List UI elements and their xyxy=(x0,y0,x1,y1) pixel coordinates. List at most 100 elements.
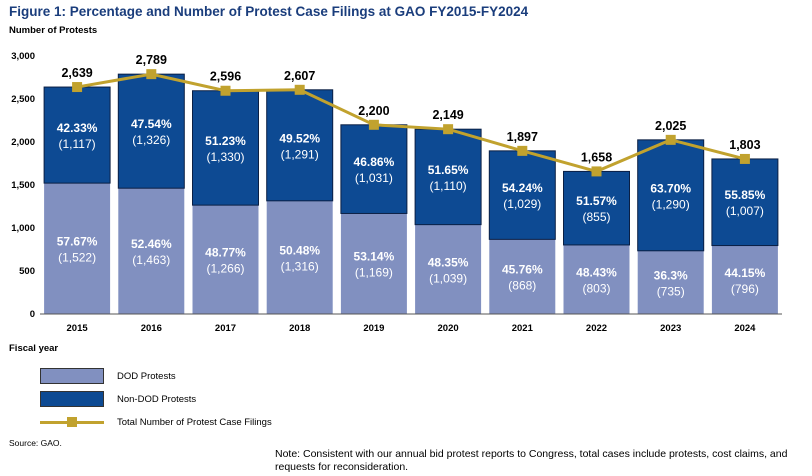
data-label-dod-count: (868) xyxy=(508,279,536,293)
total-label: 1,897 xyxy=(507,130,538,144)
total-label: 2,607 xyxy=(284,69,315,83)
total-marker xyxy=(591,166,602,177)
y-tick-label: 0 xyxy=(30,309,35,320)
bar-dod xyxy=(266,200,333,314)
total-label: 2,639 xyxy=(61,66,92,80)
legend-label-non-dod: Non-DOD Protests xyxy=(117,393,197,405)
chart: 0 500 1,000 1,500 2,000 2,500 3,000 42.33% (1,11… xyxy=(11,51,782,334)
bar-dod xyxy=(44,183,111,314)
bar-dod xyxy=(340,213,407,314)
data-label-dod-count: (1,463) xyxy=(132,253,170,267)
total-label: 2,789 xyxy=(136,53,167,67)
total-line xyxy=(76,72,746,173)
data-label-non-dod-count: (1,330) xyxy=(206,150,244,164)
data-label-dod-count: (735) xyxy=(657,284,685,298)
total-marker xyxy=(294,84,305,95)
y-tick-label: 1,000 xyxy=(11,223,35,234)
total-label: 1,658 xyxy=(581,150,612,164)
data-label-dod-pct: 48.35% xyxy=(428,255,469,269)
bar-non-dod xyxy=(117,73,185,189)
data-label-non-dod-count: (855) xyxy=(582,210,610,224)
bar-dod xyxy=(415,224,482,314)
bar-dod xyxy=(637,250,704,314)
total-marker xyxy=(72,82,83,93)
data-label-dod-pct: 50.48% xyxy=(279,243,320,257)
data-label-dod-count: (1,169) xyxy=(355,266,393,280)
bar-dod xyxy=(118,188,185,314)
data-label-non-dod-pct: 51.65% xyxy=(428,163,469,177)
data-label-non-dod-count: (1,110) xyxy=(430,179,467,193)
bar-non-dod xyxy=(192,90,259,206)
x-tick-label: 2021 xyxy=(512,323,534,334)
legend-swatch-non-dod xyxy=(40,391,104,407)
data-label-dod-count: (1,266) xyxy=(206,262,244,276)
data-label-non-dod-pct: 49.52% xyxy=(279,131,320,145)
data-label-dod-count: (1,522) xyxy=(58,251,96,265)
footnote: Note: Consistent with our annual bid pro… xyxy=(275,448,788,473)
x-tick-label: 2016 xyxy=(141,323,162,334)
y-tick-label: 2,000 xyxy=(11,137,35,148)
data-label-dod-pct: 53.14% xyxy=(354,250,395,264)
data-label-non-dod-count: (1,029) xyxy=(503,197,541,211)
legend-item-dod: DOD Protests xyxy=(40,368,176,384)
total-marker xyxy=(739,153,750,164)
x-tick-label: 2020 xyxy=(438,323,459,334)
data-label-dod-pct: 57.67% xyxy=(57,235,98,249)
total-label: 2,025 xyxy=(655,119,686,133)
data-label-dod-pct: 36.3% xyxy=(654,268,688,282)
x-axis-title: Fiscal year xyxy=(9,343,59,354)
legend-item-non-dod: Non-DOD Protests xyxy=(40,391,196,407)
x-tick-label: 2024 xyxy=(734,323,756,334)
legend-item-total: Total Number of Protest Case Filings xyxy=(40,414,272,430)
x-tick-label: 2015 xyxy=(67,323,89,334)
bar-non-dod xyxy=(637,139,705,252)
total-marker xyxy=(443,124,454,135)
data-label-non-dod-count: (1,290) xyxy=(652,197,690,211)
total-marker xyxy=(665,134,676,145)
data-label-non-dod-pct: 51.57% xyxy=(576,194,617,208)
data-label-dod-pct: 52.46% xyxy=(131,237,172,251)
bar-non-dod xyxy=(711,158,779,247)
data-label-non-dod-pct: 63.70% xyxy=(650,181,691,195)
y-tick-label: 1,500 xyxy=(11,180,35,191)
legend-label-dod: DOD Protests xyxy=(117,370,176,382)
total-marker xyxy=(368,119,379,130)
bar-dod xyxy=(711,245,778,314)
data-label-non-dod-count: (1,007) xyxy=(726,204,764,218)
data-label-dod-count: (1,039) xyxy=(429,271,467,285)
x-tick-label: 2017 xyxy=(215,323,236,334)
y-tick-label: 500 xyxy=(19,266,35,277)
data-label-dod-count: (803) xyxy=(582,281,610,295)
data-label-non-dod-pct: 42.33% xyxy=(57,121,98,135)
bar-non-dod xyxy=(266,89,334,202)
x-tick-label: 2019 xyxy=(363,323,384,334)
data-label-dod-pct: 48.77% xyxy=(205,246,246,260)
total-marker xyxy=(220,85,231,96)
data-label-non-dod-count: (1,291) xyxy=(281,147,319,161)
data-label-non-dod-pct: 51.23% xyxy=(205,134,246,148)
legend-swatch-dod xyxy=(40,368,104,384)
x-tick-label: 2023 xyxy=(660,323,681,334)
legend-label-total: Total Number of Protest Case Filings xyxy=(117,416,272,428)
data-label-non-dod-count: (1,326) xyxy=(132,133,170,147)
total-label: 2,149 xyxy=(432,108,463,122)
bar-non-dod xyxy=(340,124,408,214)
x-tick-label: 2018 xyxy=(289,323,310,334)
total-label: 2,200 xyxy=(358,104,389,118)
y-tick-label: 3,000 xyxy=(11,51,35,62)
data-label-non-dod-count: (1,117) xyxy=(59,137,96,151)
bar-dod xyxy=(489,239,556,314)
data-label-dod-pct: 48.43% xyxy=(576,265,617,279)
data-label-dod-pct: 44.15% xyxy=(725,266,766,280)
data-label-non-dod-pct: 46.86% xyxy=(354,155,395,169)
data-label-non-dod-count: (1,031) xyxy=(355,171,393,185)
total-marker xyxy=(146,69,157,80)
total-label: 2,596 xyxy=(210,70,241,84)
legend-swatch-total xyxy=(40,414,104,430)
y-axis-title: Number of Protests xyxy=(9,25,98,36)
data-label-non-dod-pct: 47.54% xyxy=(131,117,172,131)
bar-non-dod xyxy=(488,150,556,240)
total-label: 1,803 xyxy=(729,138,760,152)
data-label-non-dod-pct: 55.85% xyxy=(725,188,766,202)
bar-dod xyxy=(192,205,259,314)
